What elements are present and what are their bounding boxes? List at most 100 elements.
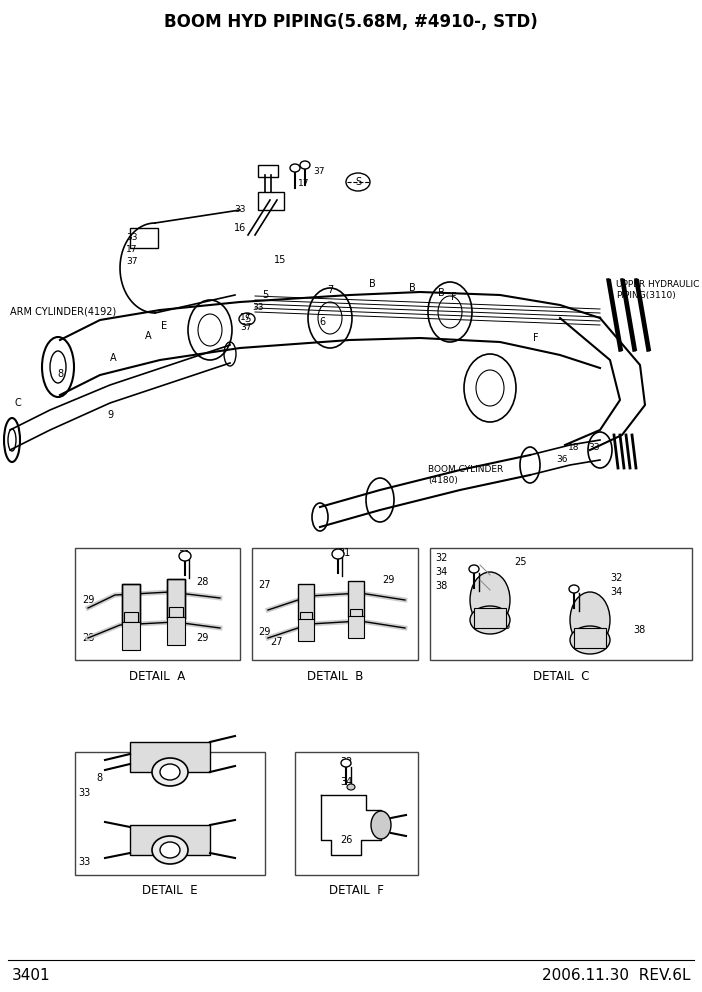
Text: B: B [437, 288, 444, 298]
Text: B: B [369, 279, 376, 289]
Text: 33: 33 [78, 788, 91, 798]
Text: 36: 36 [556, 455, 567, 464]
Bar [300, 612, 312, 622]
Bar [295, 752, 418, 875]
Text: 6: 6 [183, 847, 189, 857]
Text: 27: 27 [258, 580, 270, 590]
Ellipse shape [570, 592, 610, 648]
Text: 17: 17 [240, 313, 251, 322]
Text: 6: 6 [319, 317, 325, 327]
Ellipse shape [152, 758, 188, 786]
Bar [124, 612, 138, 622]
Text: 7: 7 [185, 752, 191, 762]
Bar [474, 608, 506, 628]
Bar [258, 165, 278, 177]
Text: 38: 38 [633, 625, 645, 635]
Bar [167, 579, 185, 619]
Text: 5: 5 [262, 290, 268, 300]
Bar [167, 617, 185, 645]
Ellipse shape [469, 565, 479, 573]
Bar [574, 628, 606, 648]
Bar [130, 742, 210, 772]
Text: 27: 27 [270, 637, 282, 647]
Text: 29: 29 [82, 595, 94, 605]
Bar [298, 584, 314, 620]
Bar [430, 548, 692, 660]
Text: 33: 33 [234, 204, 246, 213]
Bar [122, 584, 140, 624]
Text: B: B [409, 283, 416, 293]
Text: 2006.11.30  REV.6L: 2006.11.30 REV.6L [541, 968, 690, 983]
Text: 18: 18 [568, 442, 579, 451]
Text: 9: 9 [175, 835, 181, 845]
Polygon shape [321, 795, 381, 855]
Bar [169, 607, 183, 617]
Bar [348, 581, 364, 617]
Ellipse shape [569, 585, 579, 593]
Ellipse shape [341, 759, 351, 767]
Text: 34: 34 [340, 777, 352, 787]
Text: 37: 37 [162, 763, 174, 773]
Text: 25: 25 [514, 557, 526, 567]
Text: 29: 29 [382, 575, 395, 585]
Ellipse shape [570, 626, 610, 654]
Text: ARM CYLINDER(4192): ARM CYLINDER(4192) [10, 307, 117, 317]
Ellipse shape [346, 173, 370, 191]
Text: 29: 29 [196, 633, 208, 643]
Ellipse shape [332, 549, 344, 559]
Text: DETAIL  A: DETAIL A [129, 670, 185, 682]
Text: 34: 34 [435, 567, 447, 577]
Text: 17: 17 [126, 244, 138, 254]
Text: 26: 26 [340, 835, 352, 845]
Ellipse shape [179, 551, 191, 561]
Text: DETAIL  B: DETAIL B [307, 670, 363, 682]
Text: 32: 32 [435, 553, 447, 563]
Bar [258, 192, 284, 210]
Text: DETAIL  C: DETAIL C [533, 670, 589, 682]
Text: UPPER HYDRAULIC
PIPING(3110): UPPER HYDRAULIC PIPING(3110) [616, 281, 699, 300]
Text: F: F [534, 333, 539, 343]
Ellipse shape [239, 313, 255, 325]
Text: S: S [355, 177, 361, 187]
Text: 28: 28 [82, 633, 94, 643]
Text: DETAIL  F: DETAIL F [329, 885, 384, 898]
Bar [350, 609, 362, 619]
Bar [75, 752, 265, 875]
Text: 8: 8 [96, 773, 102, 783]
Text: 33: 33 [126, 232, 138, 241]
Bar [122, 584, 140, 624]
Bar [122, 622, 140, 650]
Text: 17: 17 [298, 179, 310, 187]
Text: 37: 37 [313, 168, 324, 177]
Bar [348, 616, 364, 638]
Ellipse shape [290, 164, 300, 172]
Text: 33: 33 [78, 857, 91, 867]
Bar [130, 228, 158, 248]
Bar [298, 619, 314, 641]
Text: BOOM CYLINDER
(4180): BOOM CYLINDER (4180) [428, 465, 503, 485]
Ellipse shape [470, 572, 510, 628]
Text: C: C [15, 398, 21, 408]
Bar [130, 825, 210, 855]
Text: 28: 28 [196, 577, 208, 587]
Bar [75, 548, 240, 660]
Text: 33: 33 [588, 442, 600, 451]
Text: 9: 9 [107, 410, 113, 420]
Bar [167, 579, 185, 619]
Text: 25: 25 [498, 621, 510, 631]
Ellipse shape [470, 606, 510, 634]
Text: 37: 37 [126, 257, 138, 266]
Ellipse shape [347, 784, 355, 790]
Text: 38: 38 [435, 581, 447, 591]
Ellipse shape [152, 836, 188, 864]
Ellipse shape [160, 764, 180, 780]
Text: 3401: 3401 [12, 968, 51, 983]
Text: E: E [161, 321, 167, 331]
Text: 32: 32 [340, 757, 352, 767]
Bar [252, 548, 418, 660]
Text: S: S [244, 314, 250, 324]
Text: DETAIL  E: DETAIL E [143, 885, 198, 898]
Text: 32: 32 [610, 573, 623, 583]
Text: 15: 15 [274, 255, 286, 265]
Ellipse shape [160, 842, 180, 858]
